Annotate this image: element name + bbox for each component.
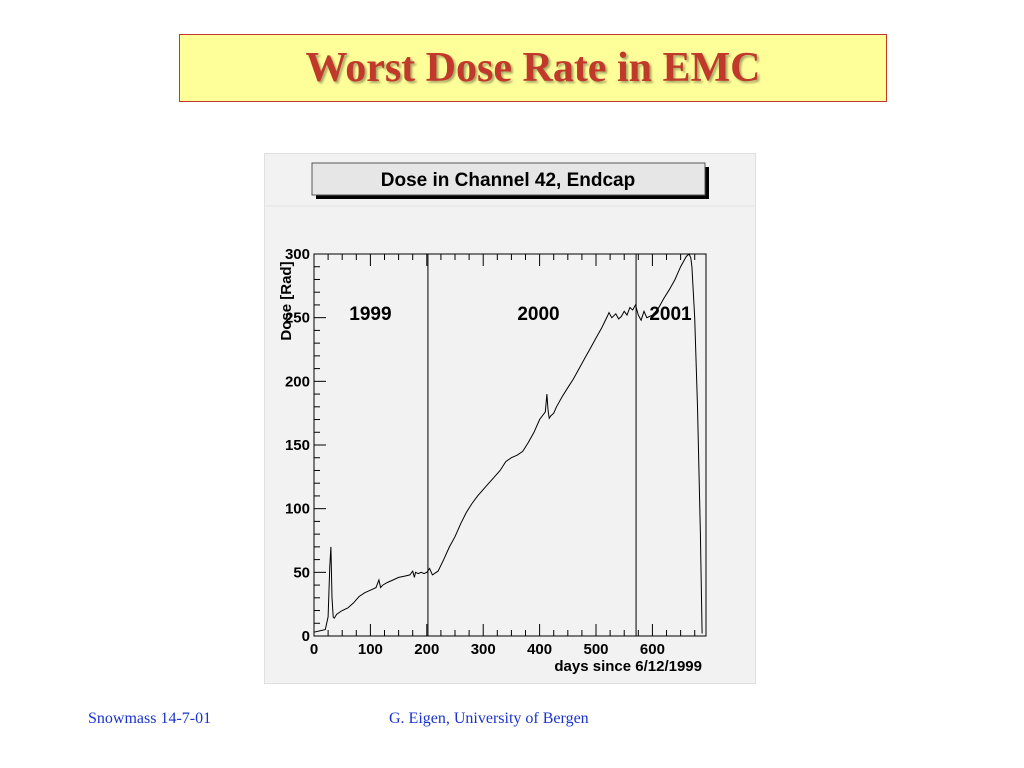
axis-ticks: 0 100 200 300 400 500 600 0 50 100 150 200 250 300 [285,246,696,658]
footer-event: Snowmass 14-7-01 [88,710,212,727]
dose-chart: Dose in Channel 42, Endcap 0 100 200 300 400… [263,152,757,685]
slide-title-box: Worst Dose Rate in EMC [179,34,887,102]
x-tick-label: 300 [471,641,496,658]
y-tick-label: 0 [302,628,310,645]
year-label: 2001 [649,304,692,325]
plot-frame [313,253,707,637]
dose-series-line [313,253,703,634]
year-label: 1999 [349,304,391,325]
chart-svg: Dose in Channel 42, Endcap 0 100 200 300 400… [263,152,757,685]
x-tick-label: 600 [640,641,665,658]
y-tick-label: 300 [285,246,310,263]
x-tick-label: 0 [310,641,318,658]
y-tick-label: 150 [285,437,310,454]
year-dividers [427,254,637,636]
y-tick-label: 200 [285,373,310,390]
x-tick-label: 100 [358,641,383,658]
footer-author: G. Eigen, University of Bergen [389,710,589,727]
year-label: 2000 [517,304,559,325]
y-tick-label: 50 [293,564,310,581]
y-tick-label: 250 [285,310,310,327]
x-tick-label: 500 [583,641,608,658]
x-axis-label: days since 6/12/1999 [554,658,702,675]
y-tick-label: 100 [285,501,310,518]
chart-title-box [311,162,706,196]
slide-title: Worst Dose Rate in EMC [305,45,761,91]
x-tick-label: 200 [414,641,439,658]
y-axis-label: Dose [Rad] [278,261,295,340]
year-labels: 1999 2000 2001 [349,304,692,325]
x-tick-label: 400 [527,641,552,658]
chart-title: Dose in Channel 42, Endcap [381,170,635,191]
